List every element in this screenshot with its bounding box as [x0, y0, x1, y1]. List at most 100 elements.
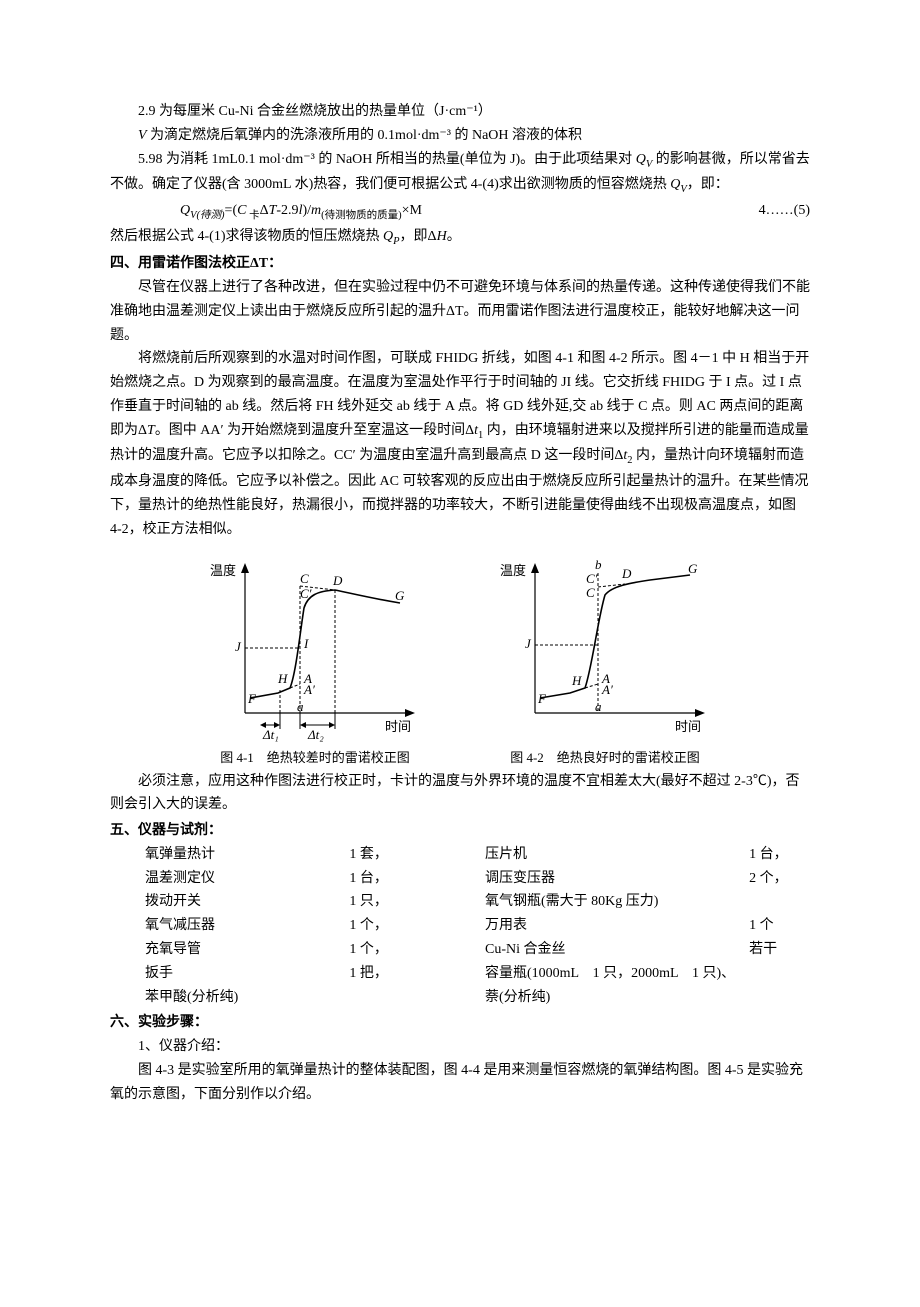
equip-name: 苯甲酸(分析纯)	[145, 986, 335, 1010]
section-5-title: 五、仪器与试剂：	[110, 819, 810, 843]
eq-sub: 卡	[246, 210, 259, 221]
text: ，即：	[687, 177, 729, 192]
pt-C: C	[300, 571, 309, 586]
equip-name: 充氧导管	[145, 938, 335, 962]
pt-J: J	[525, 636, 532, 651]
equation-row: QV(待测)=(C 卡ΔT-2.9l)/m(待测物质的质量)×M 4……(5)	[110, 199, 810, 225]
para: 5.98 为消耗 1mL0.1 mol·dm⁻³ 的 NaOH 所相当的热量(单…	[110, 148, 810, 199]
equip-qty: 1 台，	[749, 843, 788, 867]
pt-F: F	[247, 691, 257, 706]
equip-qty	[749, 986, 788, 1010]
equip-qty: 1 把，	[349, 962, 485, 986]
text: 。	[447, 229, 461, 244]
pt-D: D	[621, 566, 632, 581]
equipment-col-left: 氧弹量热计1 套， 温差测定仪1 台， 拨动开关1 只， 氧气减压器1 个， 充…	[145, 843, 485, 1010]
pt-G: G	[395, 588, 405, 603]
eq-part: =(	[225, 203, 238, 218]
pt-H: H	[571, 673, 582, 688]
equipment-col-right: 压片机 1 台， 调压变压器 2 个， 氧气钢瓶(需大于 80Kg 压力) 万用表 1…	[485, 843, 788, 1010]
var-Q: Q	[383, 229, 393, 244]
equip-qty	[749, 962, 788, 986]
equip-name: Cu-Ni 合金丝	[485, 938, 735, 962]
equip-name: 压片机	[485, 843, 735, 867]
pt-D: D	[332, 573, 343, 588]
equip-name: 万用表	[485, 914, 735, 938]
pt-J: J	[235, 639, 242, 654]
figures-row: 温度 时间 F	[110, 553, 810, 743]
pt-Ap: A′	[601, 682, 613, 697]
para: V 为滴定燃烧后氧弹内的洗涤液所用的 0.1mol·dm⁻³ 的 NaOH 溶液…	[110, 124, 810, 148]
text: 5.98 为消耗 1mL0.1 mol·dm⁻³ 的 NaOH 所相当的热量(单…	[138, 152, 636, 167]
pt-I: I	[303, 636, 309, 651]
pt-a: a	[595, 699, 602, 714]
pt-G: G	[688, 561, 698, 576]
fig2-caption: 图 4-2 绝热良好时的雷诺校正图	[490, 747, 720, 769]
pt-Cp: C′	[586, 571, 598, 586]
figure-4-1: 温度 时间 F	[200, 553, 430, 743]
pt-b: b	[595, 557, 602, 572]
equip-qty: 若干	[749, 938, 788, 962]
equip-name: 温差测定仪	[145, 867, 335, 891]
eq-part: -2.9	[276, 203, 298, 218]
eq-part: Δ	[260, 203, 269, 218]
var-V: V	[138, 128, 147, 143]
var-T: T	[147, 423, 155, 438]
figure-captions: 图 4-1 绝热较差时的雷诺校正图 图 4-2 绝热良好时的雷诺校正图	[110, 747, 810, 769]
equip-name: 氧气减压器	[145, 914, 335, 938]
y-axis-label: 温度	[210, 563, 236, 578]
text: 然后根据公式 4-(1)求得该物质的恒压燃烧热	[110, 229, 383, 244]
dt2: Δt₂	[307, 727, 324, 742]
chart-svg: 温度 时间 F	[200, 553, 430, 743]
equip-qty: 1 台，	[349, 867, 485, 891]
equation: QV(待测)=(C 卡ΔT-2.9l)/m(待测物质的质量)×M	[110, 199, 759, 225]
figure-4-2: 温度 时间 F H A A′ J C C′ b D G a	[490, 553, 720, 743]
para: 必须注意，应用这种作图法进行校正时，卡计的温度与外界环境的温度不宜相差太大(最好…	[110, 770, 810, 818]
equip-name: 拨动开关	[145, 890, 335, 914]
var-H: H	[437, 229, 447, 244]
equip-name: 容量瓶(1000mL 1 只，2000mL 1 只)、	[485, 962, 735, 986]
x-axis-label: 时间	[385, 719, 411, 734]
equip-qty: 1 套，	[349, 843, 485, 867]
subsection: 1、仪器介绍：	[110, 1035, 810, 1059]
text: ，即Δ	[400, 229, 437, 244]
var-Q: Q	[636, 152, 646, 167]
equip-qty: 1 个，	[349, 938, 485, 962]
eq-sub: V(待测)	[190, 210, 224, 221]
equip-name: 调压变压器	[485, 867, 735, 891]
equip-qty: 1 个	[749, 914, 788, 938]
pt-a: a	[297, 699, 304, 714]
equip-qty	[749, 890, 788, 914]
equip-qty	[349, 986, 485, 1010]
pt-C: C	[586, 585, 595, 600]
equip-qty: 1 只，	[349, 890, 485, 914]
eq-part: ×M	[402, 203, 422, 218]
pt-F: F	[537, 691, 547, 706]
equip-name: 萘(分析纯)	[485, 986, 735, 1010]
eq-part: Q	[180, 203, 190, 218]
pt-Ap: A′	[303, 682, 315, 697]
para: 图 4-3 是实验室所用的氧弹量热计的整体装配图，图 4-4 是用来测量恒容燃烧…	[110, 1059, 810, 1107]
var-Q: Q	[670, 177, 680, 192]
equip-name: 扳手	[145, 962, 335, 986]
text: 。图中 AA′ 为开始燃烧到温度升至室温这一段时间Δ	[155, 423, 474, 438]
para: 2.9 为每厘米 Cu-Ni 合金丝燃烧放出的热量单位（J·cm⁻¹）	[110, 100, 810, 124]
dt1: Δt₁	[262, 727, 279, 742]
pt-Cp: C′	[300, 586, 312, 601]
equip-name: 氧气钢瓶(需大于 80Kg 压力)	[485, 890, 735, 914]
para: 尽管在仪器上进行了各种改进，但在实验过程中仍不可避免环境与体系间的热量传递。这种…	[110, 276, 810, 347]
chart-svg: 温度 时间 F H A A′ J C C′ b D G a	[490, 553, 720, 743]
equipment-table: 氧弹量热计1 套， 温差测定仪1 台， 拨动开关1 只， 氧气减压器1 个， 充…	[145, 843, 810, 1010]
text: 2.9 为每厘米 Cu-Ni 合金丝燃烧放出的热量单位（J·cm⁻¹）	[138, 104, 492, 119]
pt-H: H	[277, 671, 288, 686]
eq-part: )/	[302, 203, 311, 218]
section-6-title: 六、实验步骤：	[110, 1011, 810, 1035]
section-4-title: 四、用雷诺作图法校正ΔT：	[110, 252, 810, 276]
equip-qty: 2 个，	[749, 867, 788, 891]
equip-qty: 1 个，	[349, 914, 485, 938]
eq-part: m	[311, 203, 321, 218]
x-axis-label: 时间	[675, 719, 701, 734]
eq-sub: (待测物质的质量)	[321, 210, 402, 221]
text: 为滴定燃烧后氧弹内的洗涤液所用的 0.1mol·dm⁻³ 的 NaOH 溶液的体…	[147, 128, 582, 143]
fig1-caption: 图 4-1 绝热较差时的雷诺校正图	[200, 747, 430, 769]
equation-number: 4……(5)	[759, 199, 810, 225]
